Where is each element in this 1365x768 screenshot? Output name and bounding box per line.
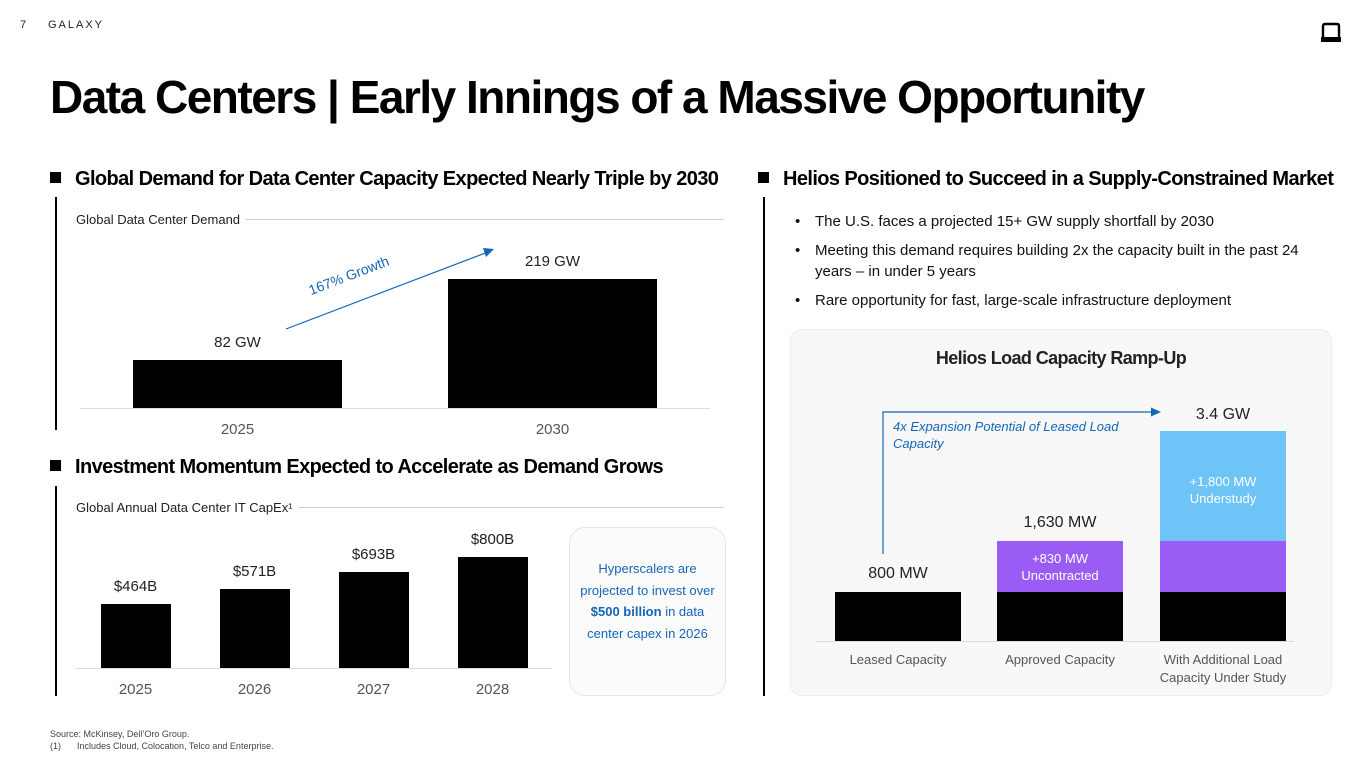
callout-highlight: $500 billion [590,604,662,619]
data-label: $571B [232,562,277,580]
category-label: With Additional Load Capacity Under Stud… [1159,652,1287,685]
footer-note: (1) Includes Cloud, Colocation, Telco and… [50,741,273,751]
helios-bullet-list: • The U.S. faces a projected 15+ GW suppl… [793,211,1333,319]
capex-chart: $464B 2025 $571B 2026 $693B 2027 $800B 2028 [76,520,552,705]
bullet-square-icon [50,172,61,183]
chart-bar [448,278,657,408]
list-item: • Meeting this demand requires building 2… [795,242,1299,280]
helios-axis-line [816,641,1294,642]
category-label: Leased Capacity [849,652,947,667]
callout-text: Hyperscalers are projected to invest ove… [580,561,715,641]
data-label: 219 GW [524,252,581,270]
capex-axis-line [76,668,552,669]
brand-name: GALAXY [48,19,105,31]
category-label: Approved Capacity [1005,652,1115,667]
page-title: Data Centers | Early Innings of a Massiv… [50,71,1145,123]
demand-axis-line [80,408,710,409]
capex-section-rule [55,486,57,696]
growth-arrow-line [285,251,489,330]
expansion-arrow-head [1151,407,1161,417]
demand-subtitle-rule [76,219,724,220]
tick-label: 2025 [118,681,153,698]
demand-chart: 82 GW 2025 219 GW 2030 [80,230,710,445]
growth-arrow-head [483,248,494,257]
tick-label: 2027 [356,681,391,698]
capex-subtitle-rule [76,507,724,508]
helios-heading: Helios Positioned to Succeed in a Supply… [758,168,1334,191]
helios-heading-text: Helios Positioned to Succeed in a Supply… [783,168,1334,190]
stacked-segment: +1,800 MW Understudy [1160,431,1286,542]
data-label: $464B [113,577,158,595]
tick-label: 2030 [535,421,570,438]
tick-label: 2028 [475,681,510,698]
footer-source: Source: McKinsey, Dell’Oro Group. [50,729,190,739]
data-label: $800B [470,530,515,548]
segment-label: +1,800 MW Understudy [1189,474,1257,507]
data-label: 82 GW [214,333,261,351]
tick-label: 2025 [220,421,255,438]
capex-heading-text: Investment Momentum Expected to Accelera… [75,456,664,478]
segment-label: +830 MW Uncontracted [1021,551,1099,584]
list-item: • Rare opportunity for fast, large-scale … [795,292,1232,309]
helios-chart-panel: Helios Load Capacity Ramp-Up 4x Expansio… [790,329,1332,696]
tick-label: 2026 [237,681,272,698]
stacked-segment [1160,592,1286,641]
demand-section-rule [55,197,57,430]
capex-heading: Investment Momentum Expected to Accelera… [50,456,664,479]
growth-arrow [285,248,494,330]
helios-chart-title: Helios Load Capacity Ramp-Up [935,348,1187,368]
bullet-square-icon [50,460,61,471]
expansion-arrow [882,407,1161,554]
expansion-note: 4x Expansion Potential of Leased Load Ca… [893,419,1119,451]
demand-heading-text: Global Demand for Data Center Capacity E… [75,168,719,190]
demand-heading: Global Demand for Data Center Capacity E… [50,168,719,191]
footer-note-number: (1) [50,741,61,751]
page-number: 7 [20,19,27,31]
chart-bar [100,603,171,668]
galaxy-logo-icon [1321,22,1341,42]
capex-chart-subtitle: Global Annual Data Center IT CapEx¹ [76,500,299,515]
helios-section-rule [763,197,765,696]
chart-bar [219,588,290,668]
stacked-segment [1160,541,1286,593]
expansion-arrow-line [882,411,1152,554]
stacked-segment: +830 MW Uncontracted [997,541,1123,593]
bullet-square-icon [758,172,769,183]
data-label: $693B [351,545,396,563]
chart-bar [457,556,528,668]
demand-chart-subtitle: Global Data Center Demand [76,212,247,227]
stacked-segment [997,592,1123,641]
stacked-segment [835,592,961,641]
total-label: 3.4 GW [1195,406,1251,423]
list-item: • The U.S. faces a projected 15+ GW suppl… [795,213,1214,230]
chart-bar [338,571,409,668]
chart-bar [133,359,342,408]
footer-note-text: Includes Cloud, Colocation, Telco and En… [77,741,274,751]
hyperscaler-callout: Hyperscalers are projected to invest ove… [569,527,726,696]
helios-chart: 4x Expansion Potential of Leased Load Ca… [791,330,1331,695]
total-label: 1,630 MW [1023,514,1097,532]
total-label: 800 MW [868,565,928,583]
